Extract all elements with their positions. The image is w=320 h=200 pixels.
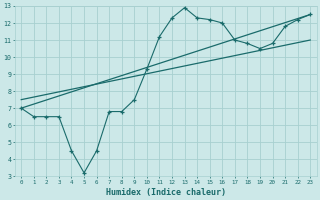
X-axis label: Humidex (Indice chaleur): Humidex (Indice chaleur) bbox=[106, 188, 226, 197]
